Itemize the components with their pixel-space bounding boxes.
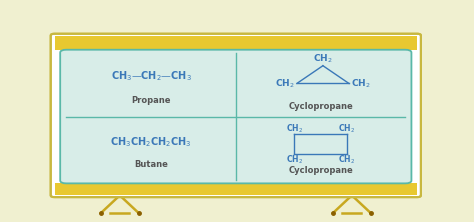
Text: CH$_2$: CH$_2$ <box>286 122 303 135</box>
Text: Butane: Butane <box>134 160 168 168</box>
Text: Cyclopropane: Cyclopropane <box>288 166 353 175</box>
Text: CH$_3$—CH$_2$—CH$_3$: CH$_3$—CH$_2$—CH$_3$ <box>111 69 191 83</box>
Text: CH$_2$: CH$_2$ <box>351 77 371 90</box>
Text: Propane: Propane <box>131 96 171 105</box>
FancyBboxPatch shape <box>51 34 421 197</box>
Text: Cyclopropane: Cyclopropane <box>288 102 353 111</box>
Text: CH$_2$: CH$_2$ <box>286 153 303 166</box>
Bar <box>55 36 417 50</box>
Text: CH$_3$CH$_2$CH$_2$CH$_3$: CH$_3$CH$_2$CH$_2$CH$_3$ <box>110 135 192 149</box>
Text: CH$_2$: CH$_2$ <box>338 122 355 135</box>
Text: CH$_2$: CH$_2$ <box>338 153 355 166</box>
Text: CH$_2$: CH$_2$ <box>275 77 294 90</box>
Bar <box>55 183 417 195</box>
FancyBboxPatch shape <box>60 50 411 183</box>
Text: CH$_2$: CH$_2$ <box>313 53 333 65</box>
